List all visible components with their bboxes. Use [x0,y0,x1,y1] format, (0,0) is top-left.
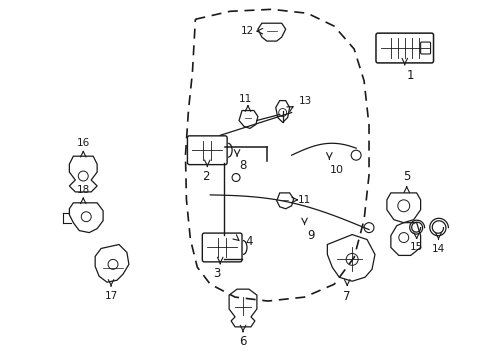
Text: 2: 2 [202,170,210,183]
Text: 15: 15 [409,243,423,252]
Text: 1: 1 [406,69,414,82]
Text: 11: 11 [297,195,310,205]
Text: 18: 18 [77,185,90,195]
Text: 3: 3 [213,267,221,280]
Text: 17: 17 [104,291,118,301]
Text: 4: 4 [244,234,252,248]
Text: 16: 16 [77,138,90,148]
Text: 7: 7 [343,289,350,303]
Text: 12: 12 [240,26,253,36]
Text: 10: 10 [329,165,344,175]
Text: 11: 11 [238,94,251,104]
Text: 9: 9 [307,229,315,242]
Text: 6: 6 [239,335,246,348]
Text: 5: 5 [402,170,409,183]
Text: 13: 13 [298,96,311,105]
Text: 8: 8 [239,159,246,172]
Text: 14: 14 [431,244,444,255]
